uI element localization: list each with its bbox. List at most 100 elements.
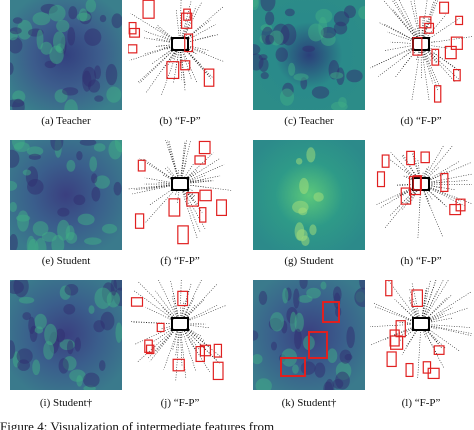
point-line — [187, 45, 209, 51]
heat-blob — [62, 87, 79, 96]
heat-blob — [76, 12, 91, 22]
point-line — [183, 27, 190, 38]
point-line — [157, 25, 175, 40]
heat-blob — [311, 86, 330, 99]
heat-blob — [84, 28, 102, 46]
point-line — [187, 179, 203, 183]
point-line — [401, 154, 417, 178]
heat-blob — [68, 6, 78, 20]
figure-panel — [253, 140, 365, 250]
point-line — [154, 44, 173, 48]
point-line — [424, 191, 430, 201]
point-line — [402, 153, 418, 178]
figure-panel — [10, 140, 122, 250]
point-line — [162, 174, 174, 181]
panel-image — [130, 280, 227, 381]
heat-blob — [64, 99, 78, 110]
point-line — [423, 280, 437, 317]
point-line — [425, 330, 428, 334]
point-line — [187, 184, 207, 188]
point-line — [137, 49, 175, 83]
point-line — [423, 0, 437, 37]
panel-image — [375, 144, 472, 240]
point-line — [370, 47, 414, 69]
point-line — [187, 34, 215, 43]
detection-box — [386, 351, 397, 368]
point-line — [175, 331, 180, 357]
point-line — [427, 160, 460, 181]
panel-image — [128, 0, 224, 97]
point-line — [423, 51, 441, 88]
point-line — [424, 280, 444, 318]
point-line — [426, 329, 446, 349]
point-line — [428, 161, 472, 182]
point-line — [128, 184, 173, 190]
panel-caption: (e) Student — [41, 255, 91, 267]
figure-panel — [128, 0, 232, 110]
point-line — [183, 330, 188, 337]
heat-blob — [73, 194, 86, 206]
heat-blob — [294, 312, 304, 333]
detection-box — [395, 320, 406, 338]
point-line — [416, 51, 420, 62]
heat-blob — [264, 11, 275, 26]
heat-blob — [93, 143, 106, 152]
heat-blob — [324, 378, 335, 390]
point-line — [180, 51, 186, 86]
heat-blob — [91, 186, 101, 202]
point-line — [426, 294, 453, 319]
point-line — [143, 30, 173, 42]
point-line — [423, 51, 439, 91]
point-line — [172, 331, 179, 350]
heat-blob — [294, 328, 302, 350]
heat-blob — [282, 287, 289, 304]
point-line — [390, 41, 414, 44]
heat-blob — [17, 210, 29, 232]
heat-blob — [10, 233, 18, 250]
point-line — [144, 184, 173, 190]
point-line — [174, 175, 177, 178]
highlight-box — [308, 331, 328, 359]
point-line — [392, 8, 417, 38]
point-line — [161, 325, 173, 330]
heat-blob — [269, 312, 285, 332]
point-line — [187, 164, 225, 182]
heat-blob — [10, 37, 23, 54]
point-line — [387, 31, 414, 42]
point-line — [423, 0, 439, 37]
heat-blob — [346, 326, 355, 349]
point-line — [421, 51, 430, 101]
point-line — [378, 21, 415, 41]
detection-box — [177, 225, 189, 245]
heat-blob — [65, 231, 78, 244]
detection-box — [412, 175, 422, 191]
point-line — [160, 51, 178, 97]
point-line — [402, 50, 417, 68]
point-line — [425, 14, 447, 39]
heat-blob — [10, 280, 24, 295]
point-line — [428, 181, 448, 184]
heat-blob — [26, 146, 44, 156]
panel-image — [10, 280, 122, 390]
detection-box — [381, 154, 390, 168]
heat-blob — [76, 150, 83, 161]
heat-blob — [57, 207, 70, 217]
point-line — [187, 304, 227, 322]
heat-blob — [260, 72, 269, 80]
detection-box — [405, 362, 414, 378]
heat-blob — [299, 177, 309, 195]
heat-blob — [94, 175, 110, 189]
point-line — [187, 180, 214, 184]
point-line — [405, 175, 415, 181]
point-line — [181, 140, 192, 177]
panel-image — [253, 280, 365, 390]
heat-blob — [293, 73, 309, 81]
point-line — [423, 51, 434, 84]
point-line — [130, 321, 173, 324]
heat-blob — [79, 140, 97, 146]
point-line — [139, 49, 175, 84]
point-line — [387, 157, 415, 180]
panel-image — [253, 140, 365, 250]
point-line — [172, 305, 178, 317]
point-line — [395, 189, 416, 210]
